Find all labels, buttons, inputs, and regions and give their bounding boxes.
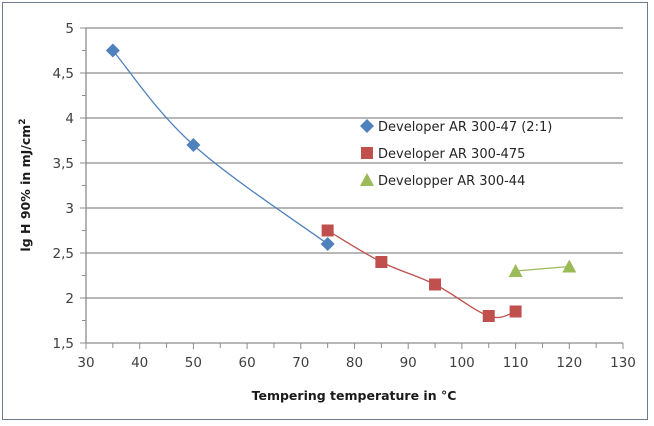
data-point-diamond (105, 43, 120, 58)
x-tick-label: 60 (239, 355, 256, 371)
series-line-3 (515, 265, 570, 272)
legend-label: Developer AR 300-47 (2:1) (378, 120, 552, 135)
y-tick-label: 4,5 (53, 66, 74, 82)
legend-marker-square (361, 147, 373, 159)
legend-marker-triangle (360, 173, 374, 186)
y-tick-label: 3,5 (53, 156, 74, 172)
axes (80, 27, 624, 349)
data-point-square (509, 305, 522, 318)
legend-marker-diamond (360, 119, 374, 133)
x-tick-label: 110 (503, 355, 529, 371)
legend: Developer AR 300-47 (2:1) Developer AR 30… (360, 119, 552, 189)
x-tick-label: 30 (77, 355, 94, 371)
chart-frame (2, 2, 648, 420)
y-tick-label: 2 (65, 291, 74, 307)
data-point-square (321, 224, 334, 237)
y-axis-title: lg H 90% in mJ/cm2 (18, 118, 33, 251)
data-point-triangle (508, 264, 523, 277)
data-point-diamond (320, 237, 335, 251)
series-line-2 (327, 229, 516, 319)
y-tick-label: 1,5 (53, 336, 74, 352)
data-point-diamond (186, 138, 201, 152)
y-tick-label: 5 (65, 21, 74, 37)
x-tick-label: 120 (556, 355, 582, 371)
x-tick-label: 70 (292, 355, 309, 371)
x-axis-title: Tempering temperature in °C (252, 388, 457, 403)
data-point-square (375, 256, 388, 268)
data-point-square (429, 278, 442, 291)
x-tick-label: 90 (400, 355, 417, 371)
data-point-triangle (562, 259, 577, 273)
x-tick-label: 40 (131, 355, 148, 371)
x-tick-label: 100 (449, 355, 475, 371)
legend-label: Developer AR 300-475 (378, 147, 525, 162)
y-tick-label: 3 (65, 201, 74, 217)
y-tick-label: 2,5 (53, 246, 74, 262)
legend-label: Developper AR 300-44 (378, 174, 525, 189)
series-line-1 (112, 50, 329, 245)
y-tick-label: 4 (65, 111, 74, 127)
tick-labels: 1,5 2 2,5 3 3,5 4 4,5 5 30 40 50 60 70 80 90 100 110 120 1… (53, 21, 636, 371)
x-tick-label: 80 (346, 355, 363, 371)
x-tick-label: 130 (610, 355, 636, 371)
data-point-square (482, 310, 495, 322)
data-points (105, 43, 577, 322)
x-tick-label: 50 (185, 355, 202, 371)
gridlines (86, 27, 623, 299)
